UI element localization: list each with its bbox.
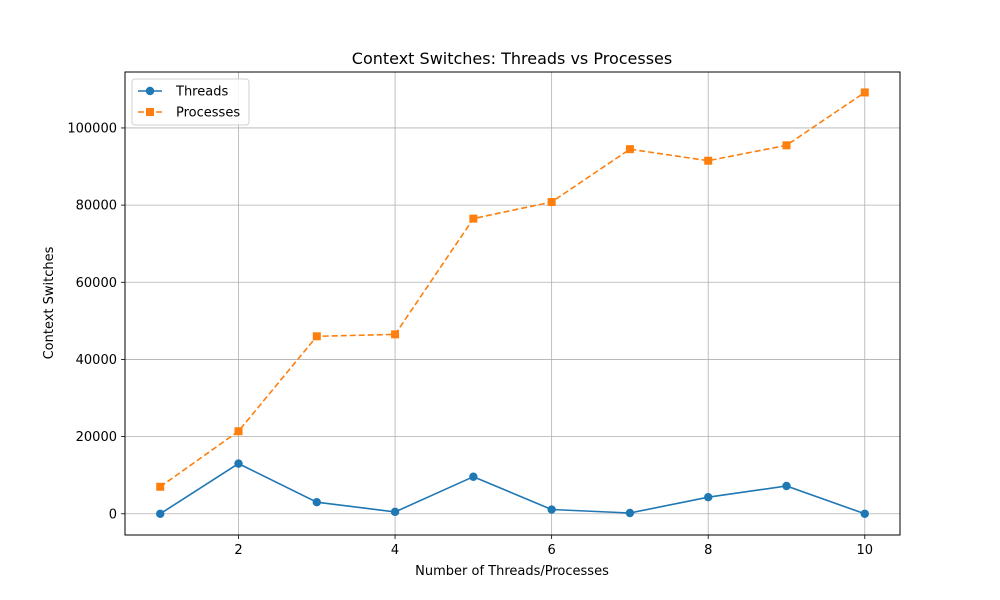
x-tick-label: 8 xyxy=(704,543,712,558)
processes-series-line xyxy=(159,91,866,488)
legend-threads-label: Threads xyxy=(175,85,228,100)
processes-point xyxy=(234,427,243,436)
x-tick-label: 4 xyxy=(391,543,399,558)
y-tick-label: 100000 xyxy=(67,121,117,136)
threads-point xyxy=(469,472,478,481)
legend: Threads Processes xyxy=(131,78,250,126)
processes-point xyxy=(469,214,478,223)
processes-point xyxy=(312,332,321,341)
threads-point xyxy=(312,498,321,507)
y-tick-label: 0 xyxy=(109,507,117,522)
legend-processes-marker xyxy=(146,108,154,116)
threads-point xyxy=(860,509,869,518)
y-tick-label: 20000 xyxy=(76,430,117,445)
processes-point xyxy=(625,145,634,154)
threads-point xyxy=(704,492,713,502)
series-layer xyxy=(156,88,869,518)
threads-series-line xyxy=(159,462,866,515)
processes-point xyxy=(704,156,713,165)
grid-lines xyxy=(125,72,900,535)
x-tick-label: 6 xyxy=(548,543,556,558)
chart-title: Context Switches: Threads vs Processes xyxy=(352,49,672,68)
threads-point xyxy=(156,509,165,518)
legend-processes-label: Processes xyxy=(176,106,240,121)
processes-point xyxy=(156,482,165,491)
axis-ticks: 2 4 6 8 10 0 20000 40000 60000 80000 100000 xyxy=(67,121,873,558)
y-tick-label: 60000 xyxy=(76,276,117,291)
y-tick-label: 40000 xyxy=(76,353,117,368)
y-tick-label: 80000 xyxy=(76,199,117,214)
processes-point xyxy=(547,198,556,207)
y-axis-label: Context Switches xyxy=(42,246,57,359)
threads-point xyxy=(234,459,243,468)
plot-area xyxy=(124,71,901,536)
processes-point xyxy=(782,141,791,150)
processes-point xyxy=(860,88,869,97)
threads-point xyxy=(547,505,556,514)
processes-point xyxy=(391,330,400,339)
legend-threads-marker xyxy=(145,86,155,96)
x-tick-label: 10 xyxy=(856,543,873,558)
x-axis-label: Number of Threads/Processes xyxy=(415,564,609,579)
x-tick-label: 2 xyxy=(234,543,242,558)
threads-point xyxy=(390,507,400,517)
threads-point xyxy=(625,508,635,518)
threads-point xyxy=(782,481,791,491)
